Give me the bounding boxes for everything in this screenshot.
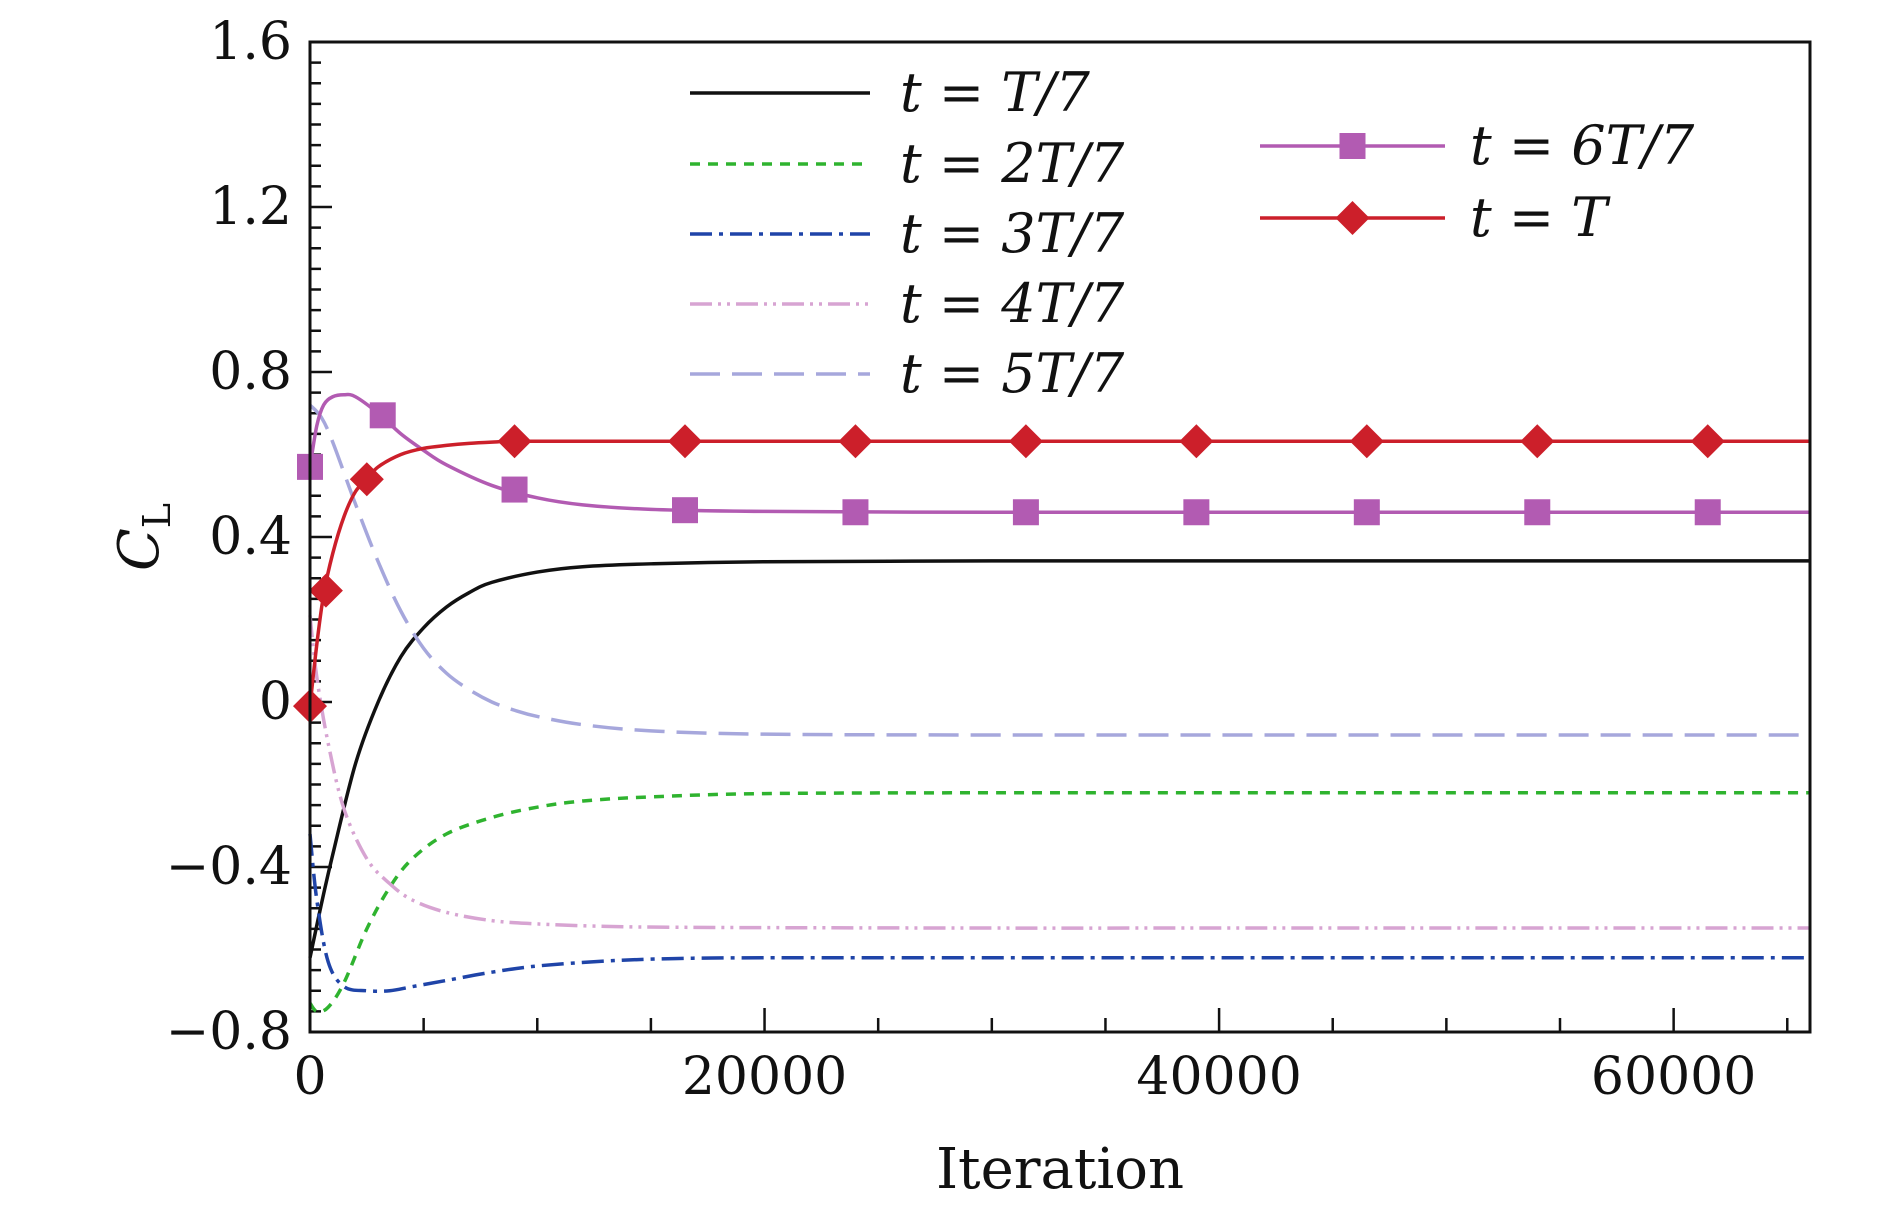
legend-marker-6 [1339, 133, 1366, 159]
series-6-marker [672, 497, 698, 524]
series-6-marker [369, 402, 396, 429]
markers-group [293, 402, 1725, 724]
x-tick-label: 20000 [682, 1047, 847, 1107]
series-6-marker [501, 476, 528, 503]
y-tick-label: −0.8 [166, 1002, 292, 1062]
series-line-7 [308, 439, 1810, 707]
legend-marker-7 [1335, 201, 1370, 235]
series-line-3 [308, 833, 1810, 994]
y-tick-labels: −0.8 −0.4 0 0.4 0.8 1.2 1.6 [166, 12, 292, 1062]
y-axis-title: CL [107, 503, 179, 571]
y-tick-label: 0.8 [209, 342, 292, 402]
series-7-marker [308, 573, 343, 608]
y-axis-title-subscript: L [135, 503, 179, 528]
series-6-marker [1694, 499, 1721, 526]
series-7-marker [1008, 424, 1043, 459]
legend: t = T/7 t = 2T/7 t = 3T/7 t = 4T/7 t = 5T/7 t… [690, 61, 1695, 405]
legend-label-5: t = 5T/7 [900, 342, 1125, 405]
x-tick-labels: 0 20000 40000 60000 [293, 1047, 1756, 1107]
legend-label-4: t = 4T/7 [900, 272, 1125, 335]
legend-label-2: t = 2T/7 [900, 132, 1125, 195]
legend-label-3: t = 3T/7 [900, 202, 1125, 265]
series-7-marker [1179, 424, 1214, 459]
series-line-4 [308, 615, 1810, 930]
legend-label-7: t = T [1470, 186, 1611, 249]
plot-frame [308, 40, 1812, 1034]
series-6-marker [1353, 499, 1380, 526]
series-7-marker [1690, 424, 1725, 459]
x-tick-label: 40000 [1136, 1047, 1301, 1107]
series-7-marker [1520, 424, 1555, 459]
legend-label-6: t = 6T/7 [1470, 114, 1695, 177]
series-7-marker [349, 462, 384, 497]
series-line-6 [308, 392, 1810, 515]
y-tick-label: 0 [259, 672, 292, 732]
series-6-marker [842, 499, 869, 526]
series-line-1 [308, 559, 1810, 959]
series-6-marker [1183, 499, 1210, 526]
y-tick-label: 1.6 [209, 12, 292, 72]
x-axis-title: Iteration [936, 1137, 1184, 1202]
legend-label-1: t = T/7 [900, 61, 1090, 124]
series-group [308, 392, 1810, 1014]
series-6-marker [1012, 499, 1039, 526]
series-6-marker [1524, 499, 1551, 526]
x-tick-label: 0 [293, 1047, 326, 1107]
y-axis-title-main: C [107, 528, 172, 571]
series-7-marker [497, 424, 532, 459]
series-7-marker [668, 424, 702, 459]
y-tick-label: 1.2 [209, 177, 292, 237]
x-tick-label: 60000 [1591, 1047, 1756, 1107]
series-7-marker [1349, 424, 1384, 459]
y-tick-label: −0.4 [166, 837, 292, 897]
series-7-marker [838, 424, 873, 459]
x-axis-ticks [308, 1008, 1789, 1032]
series-line-5 [308, 403, 1810, 737]
y-tick-label: 0.4 [209, 507, 292, 567]
series-line-2 [308, 790, 1810, 1014]
